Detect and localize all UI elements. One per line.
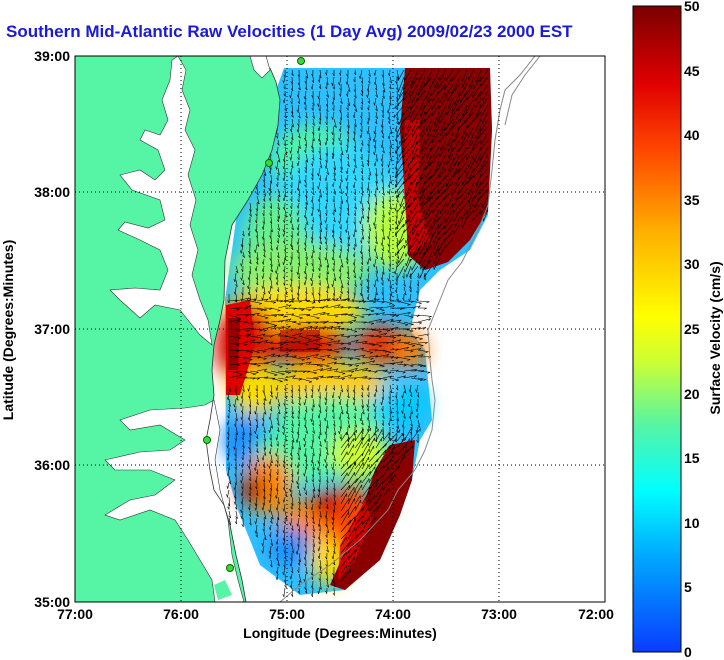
x-tick-label: 77:00 — [57, 606, 93, 622]
colorbar-tick-label: 5 — [684, 579, 692, 595]
y-tick-label: 39:00 — [34, 48, 70, 64]
x-tick-label: 76:00 — [163, 606, 199, 622]
x-tick-label: 75:00 — [269, 606, 305, 622]
colorbar-tick-label: 20 — [684, 386, 700, 402]
colorbar-tick-label: 45 — [684, 63, 700, 79]
radar-site-marker — [204, 437, 211, 444]
x-tick-label: 74:00 — [375, 606, 411, 622]
colorbar-tick-label: 35 — [684, 192, 700, 208]
y-axis-label: Latitude (Degrees:Minutes) — [0, 240, 16, 420]
radar-site-marker — [266, 160, 273, 167]
radar-site-marker — [227, 565, 234, 572]
colorbar-tick-label: 15 — [684, 450, 700, 466]
colorbar-tick-label: 10 — [684, 515, 700, 531]
x-axis-label: Longitude (Degrees:Minutes) — [243, 625, 437, 641]
colorbar-tick-label: 30 — [684, 256, 700, 272]
y-tick-label: 37:00 — [34, 321, 70, 337]
x-tick-label: 73:00 — [481, 606, 517, 622]
colorbar-tick-label: 50 — [684, 0, 700, 14]
colorbar-tick-label: 40 — [684, 127, 700, 143]
colorbar-tick-label: 25 — [684, 321, 700, 337]
radar-site-marker — [298, 58, 305, 65]
y-tick-label: 38:00 — [34, 184, 70, 200]
x-tick-label: 72:00 — [578, 606, 614, 622]
colorbar-tick-label: 0 — [684, 644, 692, 660]
y-tick-label: 36:00 — [34, 457, 70, 473]
colorbar-label: Surface Velocity (cm/s) — [707, 261, 723, 414]
map-plot-area — [75, 56, 605, 602]
colorbar — [633, 6, 681, 652]
